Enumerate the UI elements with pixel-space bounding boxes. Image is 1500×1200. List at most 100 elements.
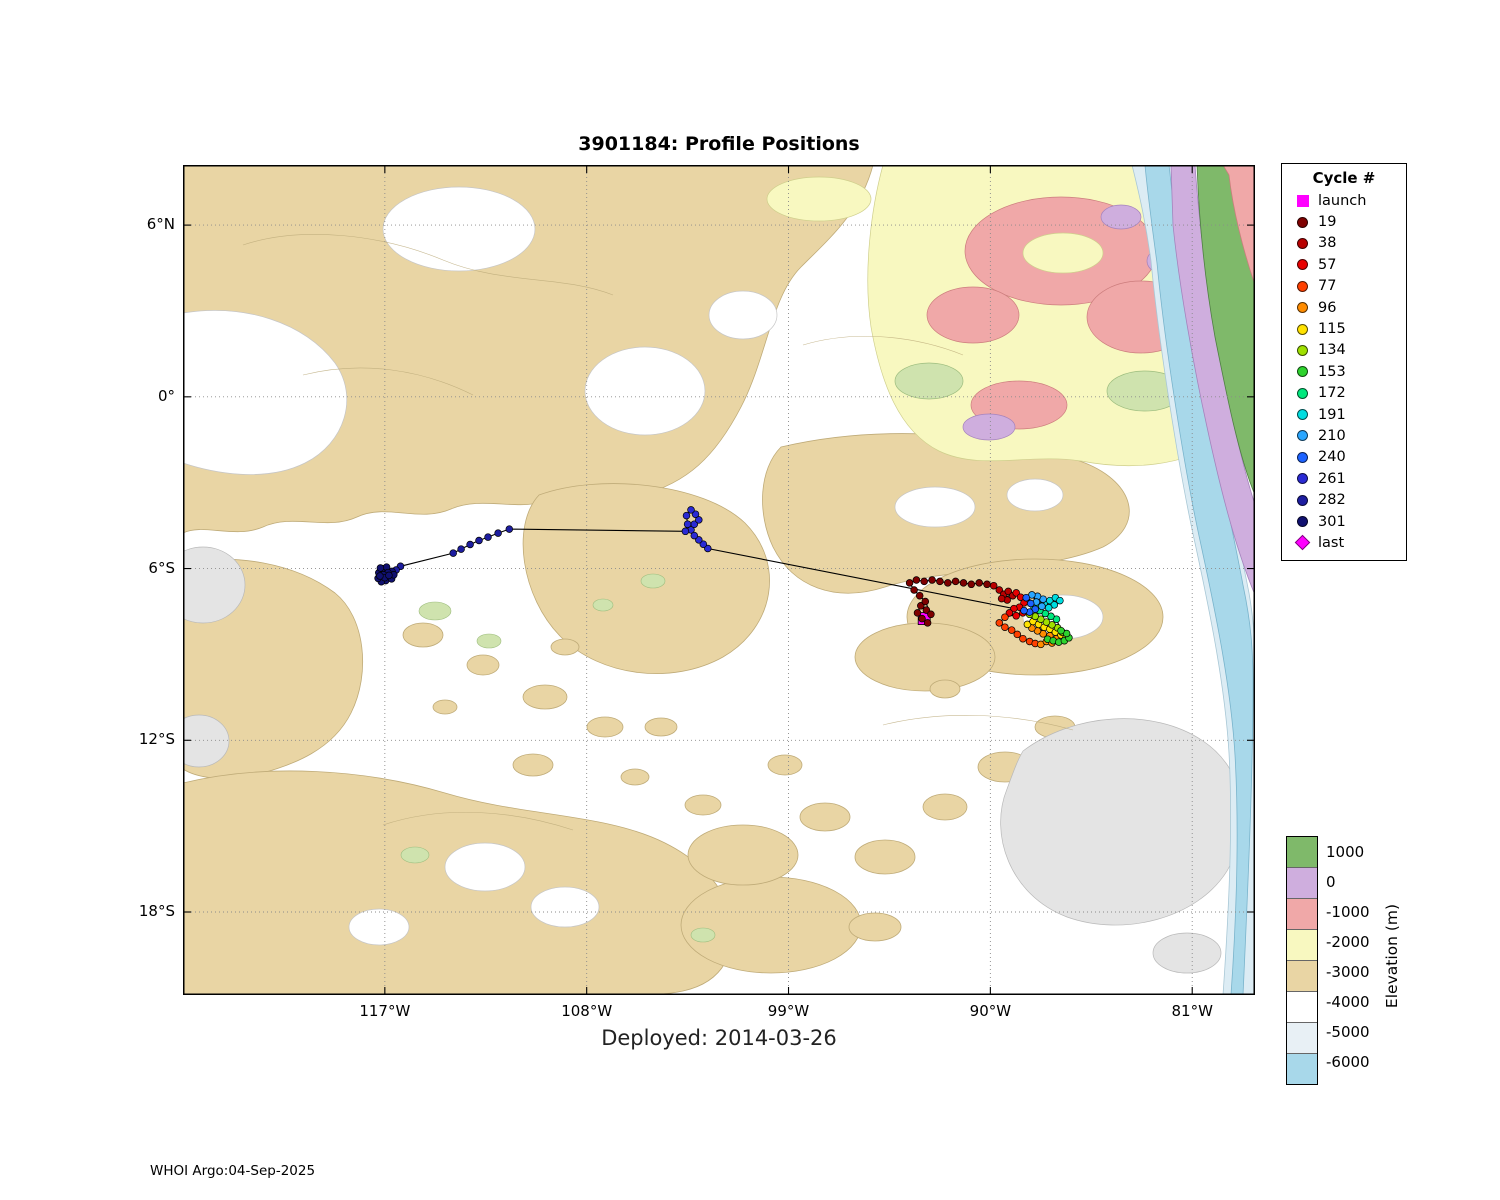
y-tick-label: 12°S xyxy=(138,730,175,749)
cycle-points-261 xyxy=(681,506,712,553)
legend-marker-cell xyxy=(1296,237,1309,249)
legend-entry: 19 xyxy=(1282,211,1406,232)
legend-marker-cell xyxy=(1294,535,1311,551)
77-circle-marker-icon xyxy=(1297,280,1308,292)
colorbar-segment xyxy=(1287,898,1317,929)
cycle-points-19 xyxy=(905,576,991,627)
colorbar-tick-label: -5000 xyxy=(1326,1023,1370,1041)
colorbar-tick-label: -2000 xyxy=(1326,933,1370,951)
legend-entry-label: 134 xyxy=(1318,342,1346,359)
footer-credit: WHOI Argo:04-Sep-2025 xyxy=(150,1163,316,1179)
legend-entry-label: 153 xyxy=(1318,363,1346,380)
19-circle-marker-icon xyxy=(1297,216,1308,228)
legend-marker-cell xyxy=(1296,194,1309,207)
210-circle-marker-icon xyxy=(1297,430,1308,442)
legend-entry-label: 261 xyxy=(1318,470,1346,487)
legend-entry-label: 172 xyxy=(1318,385,1346,402)
legend-entry: 134 xyxy=(1282,340,1406,361)
legend-entry-label: 240 xyxy=(1318,449,1346,466)
colorbar-tick-label: -1000 xyxy=(1326,903,1370,921)
legend-marker-cell xyxy=(1296,259,1309,271)
legend-entry: 57 xyxy=(1282,254,1406,275)
colorbar-segment xyxy=(1287,837,1317,867)
legend-entry-label: launch xyxy=(1318,192,1367,209)
legend-entry: 77 xyxy=(1282,276,1406,297)
cycle-points-282 xyxy=(392,525,514,574)
legend-title: Cycle # xyxy=(1312,169,1376,187)
legend-entry: 172 xyxy=(1282,383,1406,404)
cycle-points-38 xyxy=(989,581,1017,604)
legend-entry: 240 xyxy=(1282,447,1406,468)
cycle-points-77 xyxy=(995,613,1039,648)
deployed-caption: Deployed: 2014-03-26 xyxy=(601,1026,837,1050)
legend-entry-label: 301 xyxy=(1318,513,1346,530)
legend-entry-label: 191 xyxy=(1318,406,1346,423)
191-circle-marker-icon xyxy=(1297,409,1308,421)
x-tick-label: 108°W xyxy=(561,1002,613,1020)
legend-marker-cell xyxy=(1296,216,1309,228)
x-tick-label: 90°W xyxy=(969,1002,1012,1020)
colorbar-tick-label: 1000 xyxy=(1326,843,1365,861)
y-tick-label: 6°S xyxy=(148,558,175,577)
153-circle-marker-icon xyxy=(1297,366,1308,378)
172-circle-marker-icon xyxy=(1297,387,1308,399)
colorbar-segment xyxy=(1287,1022,1317,1053)
legend-entry-label: 115 xyxy=(1318,321,1346,338)
57-circle-marker-icon xyxy=(1297,259,1308,271)
legend-marker-cell xyxy=(1296,451,1309,463)
261-circle-marker-icon xyxy=(1297,473,1308,485)
legend-entries: launch 19 38 57 77 96 115 134 153 172 191 210 240 261… xyxy=(1282,190,1406,554)
legend-entry: last xyxy=(1282,532,1406,553)
legend-marker-cell xyxy=(1296,344,1309,356)
legend-marker-cell xyxy=(1296,494,1309,506)
last-diamond-marker-icon xyxy=(1294,535,1311,551)
colorbar-segment xyxy=(1287,960,1317,991)
map-plot xyxy=(183,165,1255,995)
x-tick-label: 117°W xyxy=(359,1002,411,1020)
legend-marker-cell xyxy=(1296,366,1309,378)
cycle-points-240 xyxy=(1020,593,1039,616)
legend-entry-label: 282 xyxy=(1318,492,1346,509)
cycle-points-210 xyxy=(1028,591,1047,611)
legend-entry-label: 77 xyxy=(1318,278,1337,295)
colorbar-segment xyxy=(1287,929,1317,960)
figure-title: 3901184: Profile Positions xyxy=(578,133,860,155)
legend-entry: 301 xyxy=(1282,511,1406,532)
y-tick-label: 18°S xyxy=(138,902,175,920)
colorbar-segment xyxy=(1287,1053,1317,1084)
legend-marker-cell xyxy=(1296,430,1309,442)
colorbar-tick-label: -3000 xyxy=(1326,963,1370,981)
134-circle-marker-icon xyxy=(1297,344,1308,356)
240-circle-marker-icon xyxy=(1297,451,1308,463)
legend-entry-label: 19 xyxy=(1318,214,1337,231)
cycle-points-153 xyxy=(1043,626,1073,646)
colorbar-segment xyxy=(1287,867,1317,898)
cycle-legend: Cycle # launch 19 38 57 77 96 115 134 153 172 191 2… xyxy=(1281,163,1407,561)
legend-entry: 153 xyxy=(1282,361,1406,382)
colorbar-tick-label: -4000 xyxy=(1326,993,1370,1011)
legend-entry-label: 57 xyxy=(1318,256,1337,273)
x-tick-label: 81°W xyxy=(1171,1002,1213,1020)
legend-entry: launch xyxy=(1282,190,1406,211)
colorbar-swatches xyxy=(1286,836,1318,1085)
colorbar-title: Elevation (m) xyxy=(1383,903,1401,1009)
legend-entry-label: 38 xyxy=(1318,235,1337,252)
y-tick-label: 6°N xyxy=(146,215,175,234)
legend-marker-cell xyxy=(1296,473,1309,485)
elevation-colorbar: 1000 0 -1000 -2000 -3000 -4000 -5000 -6000 xyxy=(1286,836,1406,1085)
38-circle-marker-icon xyxy=(1297,237,1308,249)
legend-entry: 191 xyxy=(1282,404,1406,425)
legend-entry: 210 xyxy=(1282,425,1406,446)
legend-marker-cell xyxy=(1296,387,1309,399)
colorbar-tick-label: -6000 xyxy=(1326,1053,1370,1071)
launch-square-marker-icon xyxy=(1296,194,1309,207)
301-circle-marker-icon xyxy=(1297,516,1308,528)
legend-marker-cell xyxy=(1296,302,1309,314)
legend-entry-label: 210 xyxy=(1318,427,1346,444)
bathymetry-layer xyxy=(183,165,1255,995)
legend-marker-cell xyxy=(1296,516,1309,528)
282-circle-marker-icon xyxy=(1297,494,1308,506)
legend-entry: 38 xyxy=(1282,233,1406,254)
trajectory-layer xyxy=(374,506,1073,649)
